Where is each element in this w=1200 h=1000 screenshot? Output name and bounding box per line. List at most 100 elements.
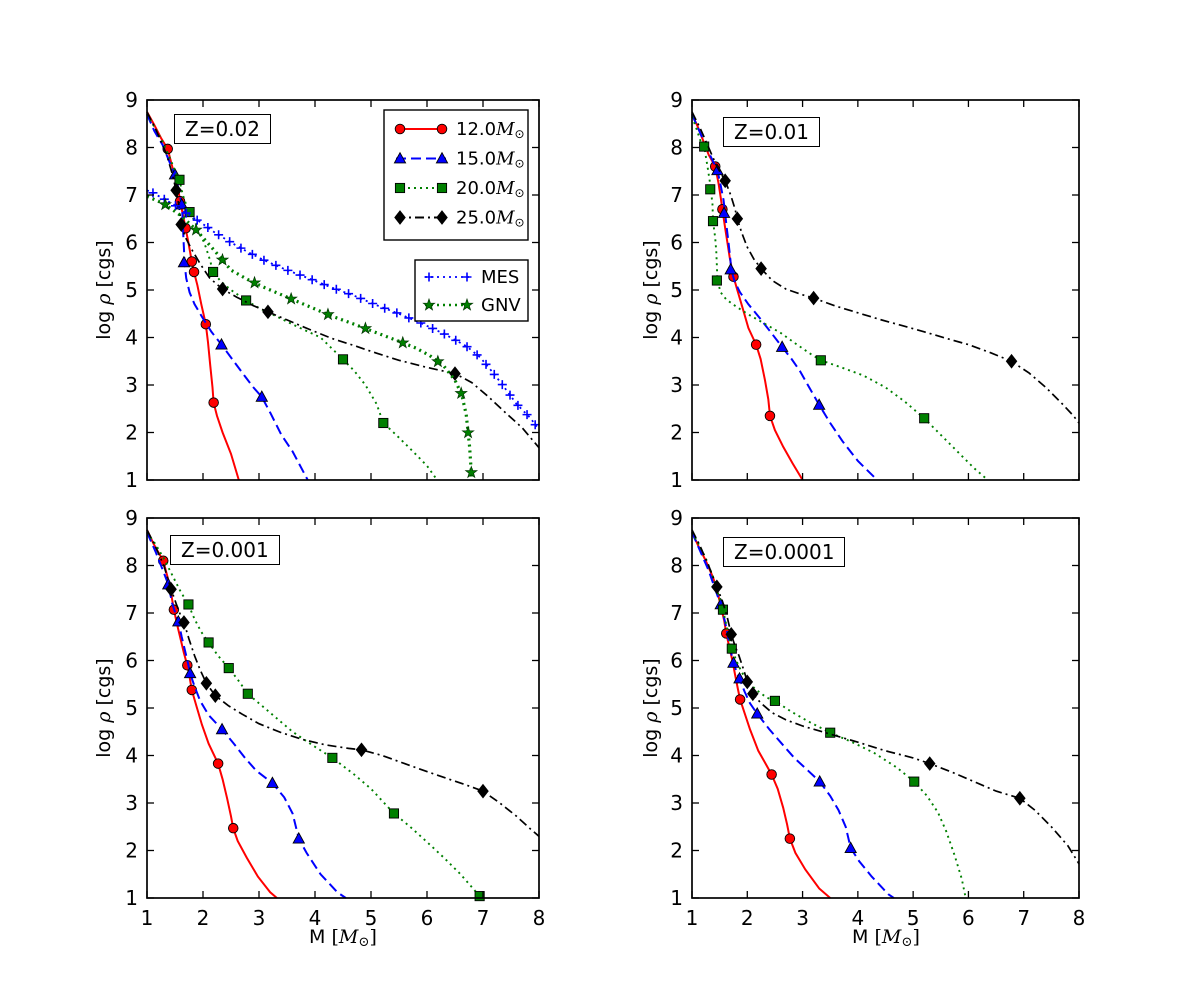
series-markers-15.0Msun (168, 167, 269, 402)
panel-label-z001: Z=0.01 (723, 117, 820, 147)
series-line-15.0Msun (146, 531, 347, 899)
x-axis-label-bottom-left: M [M⊙] (309, 926, 377, 950)
x-tick-label: 3 (253, 906, 266, 930)
series-markers-GNV (158, 197, 479, 479)
panel-Z=0.001: 1 2 3 4 5 6 7 8 1 2 3 4 5 6 7 8 9 (125, 506, 545, 930)
series-markers-20.0Msun (717, 604, 920, 787)
series-line-20.0Msun (691, 531, 967, 899)
series-line-25.0Msun (691, 529, 1080, 865)
ticks: 1 2 3 4 5 6 7 8 1 2 3 4 5 6 7 8 9 (125, 506, 545, 930)
series-markers-20.0Msun (174, 174, 389, 429)
y-tick-label: 7 (670, 601, 683, 625)
x-tick-label: 5 (365, 906, 378, 930)
series-markers-20.0Msun (699, 141, 930, 424)
series-markers-25.0Msun (719, 173, 1018, 369)
y-tick-label: 4 (125, 326, 138, 350)
axes-frame (146, 517, 540, 899)
series-markers-25.0Msun (165, 581, 489, 799)
y-axis-label-top-left: log ρ [cgs] (93, 240, 115, 340)
legend-entry-20.0Msun: 20.0M⊙ (394, 178, 525, 200)
series-markers-MES (148, 188, 540, 430)
legend-entry-MES: MES (424, 267, 519, 288)
y-tick-label: 4 (125, 744, 138, 768)
x-tick-label: 4 (851, 906, 864, 930)
legend-label: 12.0M⊙ (456, 119, 525, 141)
y-tick-label: 7 (670, 183, 683, 207)
x-tick-label: 2 (197, 906, 210, 930)
panel-label-z0001: Z=0.001 (170, 535, 280, 565)
y-tick-label: 5 (670, 278, 683, 302)
y-axis-label-bottom-right: log ρ [cgs] (640, 658, 662, 758)
series-group (146, 111, 540, 481)
legend-code-series: MES GNV (414, 259, 529, 322)
y-tick-label: 1 (670, 886, 683, 910)
legend-entry-GNV: GNV (422, 295, 521, 316)
ticks: 1 2 3 4 5 6 7 8 1 2 3 4 5 6 7 8 9 (670, 506, 1085, 930)
x-tick-label: 8 (533, 906, 546, 930)
y-tick-label: 8 (670, 554, 683, 578)
x-tick-label: 1 (141, 906, 154, 930)
y-tick-label: 7 (125, 183, 138, 207)
y-tick-label: 5 (125, 696, 138, 720)
panel-label-z00001: Z=0.0001 (723, 537, 846, 567)
y-tick-label: 8 (125, 136, 138, 160)
panel-Z=0.01: 1 2 3 4 5 6 7 8 9 (670, 88, 1080, 492)
series-line-20.0Msun (691, 116, 989, 481)
legend-entry-12.0Msun: 12.0M⊙ (394, 119, 525, 141)
x-tick-label: 6 (962, 906, 975, 930)
series-line-MES (146, 189, 540, 431)
axes-frame (691, 99, 1080, 481)
y-tick-label: 6 (670, 649, 683, 673)
x-tick-label: 7 (1017, 906, 1030, 930)
y-tick-label: 2 (670, 839, 683, 863)
x-tick-label: 6 (421, 906, 434, 930)
legend-label: 15.0M⊙ (456, 149, 525, 171)
legend-label: 20.0M⊙ (456, 178, 525, 200)
y-axis-label-top-right: log ρ [cgs] (640, 240, 662, 340)
x-tick-label: 4 (309, 906, 322, 930)
series-line-25.0Msun (146, 529, 540, 837)
y-tick-label: 9 (670, 88, 683, 112)
y-tick-label: 3 (670, 373, 683, 397)
legend-label: 25.0M⊙ (456, 208, 525, 230)
y-tick-label: 1 (125, 468, 138, 492)
y-tick-label: 9 (125, 88, 138, 112)
y-tick-label: 3 (125, 791, 138, 815)
x-tick-label: 8 (1073, 906, 1086, 930)
y-tick-label: 8 (125, 554, 138, 578)
series-group (691, 111, 1080, 481)
y-tick-label: 8 (670, 136, 683, 160)
series-group (146, 529, 540, 902)
y-tick-label: 6 (125, 231, 138, 255)
y-tick-label: 1 (125, 886, 138, 910)
y-tick-label: 5 (670, 696, 683, 720)
panel-Z=0.02: 1 2 3 4 5 6 7 8 9 12.0M⊙ 15.0M⊙ 20.0M⊙ 25.0M⊙ MES GNV (125, 88, 540, 492)
series-markers-15.0Msun (711, 163, 826, 410)
y-axis-label-bottom-left: log ρ [cgs] (93, 658, 115, 758)
series-group (691, 529, 1080, 899)
series-markers-20.0Msun (183, 599, 485, 902)
series-line-20.0Msun (146, 531, 481, 897)
x-tick-label: 2 (741, 906, 754, 930)
ticks: 1 2 3 4 5 6 7 8 9 (670, 88, 1080, 492)
x-tick-label: 5 (907, 906, 920, 930)
y-tick-label: 7 (125, 601, 138, 625)
y-tick-label: 2 (125, 421, 138, 445)
y-tick-label: 4 (670, 326, 683, 350)
series-markers-25.0Msun (170, 182, 461, 381)
axes-frame (691, 517, 1080, 899)
y-tick-label: 6 (670, 231, 683, 255)
ticks: 1 2 3 4 5 6 7 8 9 (125, 88, 540, 492)
y-tick-label: 6 (125, 649, 138, 673)
y-tick-label: 9 (125, 506, 138, 530)
y-tick-label: 4 (670, 744, 683, 768)
y-tick-label: 2 (670, 421, 683, 445)
legend-label: MES (481, 267, 519, 288)
series-markers-25.0Msun (711, 579, 1026, 806)
x-tick-label: 3 (796, 906, 809, 930)
x-axis-label-bottom-right: M [M⊙] (852, 926, 920, 950)
legend-entry-25.0Msun: 25.0M⊙ (394, 208, 525, 230)
panel-label-z002: Z=0.02 (174, 114, 271, 144)
